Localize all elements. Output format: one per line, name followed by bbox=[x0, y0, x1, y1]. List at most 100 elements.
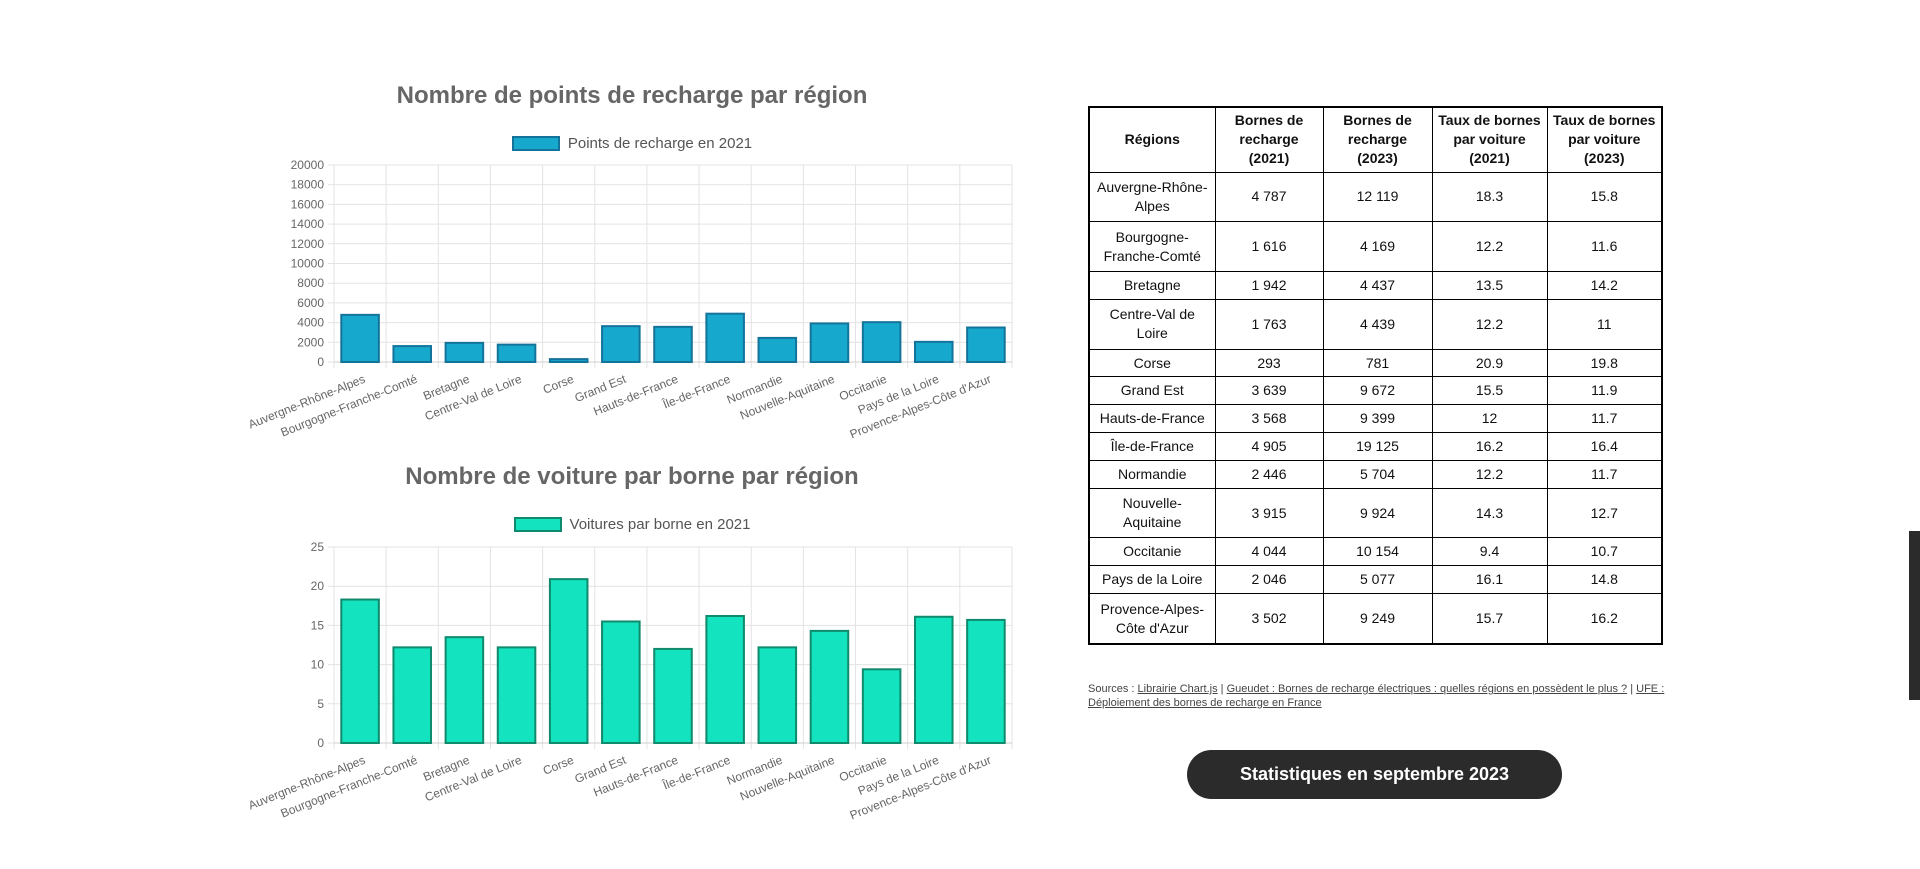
table-row: Auvergne-Rhône-Alpes 4 787 12 119 18.3 15.8 bbox=[1088, 171, 1663, 223]
value-cell: 11 bbox=[1546, 298, 1663, 350]
recharge-chart-legend[interactable]: Points de recharge en 2021 bbox=[252, 135, 1012, 152]
value-cell: 4 439 bbox=[1322, 298, 1433, 350]
value-cell: 11.6 bbox=[1546, 221, 1663, 273]
bar-bourgogne-franche-comt-[interactable] bbox=[392, 345, 433, 363]
value-cell: 1 763 bbox=[1214, 298, 1324, 350]
table-row: Île-de-France 4 905 19 125 16.2 16.4 bbox=[1088, 432, 1663, 461]
value-cell: 3 639 bbox=[1214, 376, 1324, 406]
table-row: Bretagne 1 942 4 437 13.5 14.2 bbox=[1088, 271, 1663, 300]
value-cell: 293 bbox=[1214, 348, 1324, 378]
bar-auvergne-rh-ne-alpes[interactable] bbox=[340, 598, 380, 745]
bar--le-de-france[interactable] bbox=[705, 614, 745, 745]
value-cell: 9 672 bbox=[1322, 376, 1433, 406]
voitures-chart-title: Nombre de voiture par borne par région bbox=[405, 463, 859, 490]
table-row: Bourgogne-Franche-Comté 1 616 4 169 12.2 11.… bbox=[1088, 221, 1663, 273]
value-cell: 9 249 bbox=[1322, 593, 1433, 645]
table-row: Provence-Alpes-Côte d'Azur 3 502 9 249 15.7… bbox=[1088, 593, 1663, 645]
bar-bourgogne-franche-comt-[interactable] bbox=[392, 646, 433, 744]
bar-corse[interactable] bbox=[548, 578, 589, 744]
bar-nouvelle-aquitaine[interactable] bbox=[809, 629, 850, 744]
value-cell: 5 704 bbox=[1322, 459, 1433, 489]
sources-separator: | bbox=[1217, 683, 1227, 695]
value-cell: 11.7 bbox=[1546, 459, 1663, 489]
region-cell: Corse bbox=[1088, 348, 1216, 378]
value-cell: 9 924 bbox=[1322, 487, 1433, 539]
voitures-chart-legend[interactable]: Voitures par borne en 2021 bbox=[252, 516, 1012, 533]
y-tick-label: 14000 bbox=[291, 217, 325, 231]
value-cell: 9 399 bbox=[1322, 404, 1433, 434]
value-cell: 12.2 bbox=[1431, 221, 1548, 273]
x-tick-label: Corse bbox=[541, 753, 576, 778]
table-row: Occitanie 4 044 10 154 9.4 10.7 bbox=[1088, 537, 1663, 567]
value-cell: 2 046 bbox=[1214, 565, 1324, 595]
side-tab[interactable] bbox=[1909, 531, 1920, 700]
bar-provence-alpes-c-te-d-azur[interactable] bbox=[966, 618, 1006, 744]
bar-hauts-de-france[interactable] bbox=[653, 647, 693, 744]
value-cell: 18.3 bbox=[1431, 171, 1548, 223]
bar-provence-alpes-c-te-d-azur[interactable] bbox=[966, 326, 1006, 364]
sources-prefix: Sources : bbox=[1088, 683, 1138, 695]
value-cell: 4 437 bbox=[1322, 271, 1433, 300]
column-header: Taux de bornes par voiture (2023) bbox=[1546, 106, 1663, 173]
bar-bretagne[interactable] bbox=[444, 636, 485, 744]
value-cell: 10.7 bbox=[1546, 537, 1663, 567]
value-cell: 1 942 bbox=[1214, 271, 1324, 300]
value-cell: 15.7 bbox=[1431, 593, 1548, 645]
y-tick-label: 2000 bbox=[297, 335, 324, 349]
source-link[interactable]: Librairie Chart.js bbox=[1137, 683, 1218, 695]
y-tick-label: 4000 bbox=[297, 316, 324, 330]
value-cell: 5 077 bbox=[1322, 565, 1433, 595]
bar-pays-de-la-loire[interactable] bbox=[913, 615, 954, 744]
source-link[interactable]: UFE : Déploiement des bornes de recharge… bbox=[1088, 683, 1665, 709]
value-cell: 15.5 bbox=[1431, 376, 1548, 406]
value-cell: 20.9 bbox=[1431, 348, 1548, 378]
y-tick-label: 12000 bbox=[291, 237, 325, 251]
value-cell: 9.4 bbox=[1431, 537, 1548, 567]
y-tick-label: 5 bbox=[317, 697, 324, 711]
value-cell: 13.5 bbox=[1431, 271, 1548, 300]
bar-auvergne-rh-ne-alpes[interactable] bbox=[340, 313, 380, 364]
bar-occitanie[interactable] bbox=[861, 321, 902, 363]
region-cell: Pays de la Loire bbox=[1088, 565, 1216, 595]
region-cell: Normandie bbox=[1088, 459, 1216, 489]
bar-centre-val-de-loire[interactable] bbox=[496, 343, 537, 364]
bar-bretagne[interactable] bbox=[444, 341, 485, 364]
region-cell: Île-de-France bbox=[1088, 432, 1216, 461]
bar-normandie[interactable] bbox=[757, 336, 798, 363]
sources-note: Sources : Librairie Chart.js | Gueudet :… bbox=[1088, 682, 1668, 710]
y-tick-label: 10000 bbox=[291, 257, 325, 271]
bar-grand-est[interactable] bbox=[601, 620, 641, 744]
value-cell: 11.9 bbox=[1546, 376, 1663, 406]
bar-nouvelle-aquitaine[interactable] bbox=[809, 322, 850, 364]
y-tick-label: 16000 bbox=[291, 197, 325, 211]
y-tick-label: 18000 bbox=[291, 178, 325, 192]
value-cell: 2 446 bbox=[1214, 459, 1324, 489]
y-tick-label: 20 bbox=[311, 579, 325, 593]
value-cell: 4 905 bbox=[1214, 432, 1324, 461]
table-header-row: Régions Bornes de recharge (2021) Bornes d… bbox=[1088, 106, 1663, 173]
bar-corse[interactable] bbox=[548, 358, 589, 364]
region-cell: Auvergne-Rhône-Alpes bbox=[1088, 171, 1216, 223]
region-cell: Centre-Val de Loire bbox=[1088, 298, 1216, 350]
source-link[interactable]: Gueudet : Bornes de recharge électriques… bbox=[1226, 683, 1628, 695]
table-row: Hauts-de-France 3 568 9 399 12 11.7 bbox=[1088, 404, 1663, 434]
table-row: Centre-Val de Loire 1 763 4 439 12.2 11 bbox=[1088, 298, 1663, 350]
statistics-september-2023-button[interactable]: Statistiques en septembre 2023 bbox=[1187, 750, 1562, 799]
bar-centre-val-de-loire[interactable] bbox=[496, 646, 537, 744]
value-cell: 3 502 bbox=[1214, 593, 1324, 645]
bar-occitanie[interactable] bbox=[861, 668, 902, 745]
legend-swatch bbox=[513, 517, 562, 532]
bar-hauts-de-france[interactable] bbox=[653, 325, 693, 363]
value-cell: 10 154 bbox=[1322, 537, 1433, 567]
bar-grand-est[interactable] bbox=[601, 325, 641, 364]
bar--le-de-france[interactable] bbox=[705, 312, 745, 364]
y-tick-label: 20000 bbox=[291, 158, 325, 172]
sources-separator: | bbox=[1627, 683, 1637, 695]
table-row: Corse 293 781 20.9 19.8 bbox=[1088, 348, 1663, 378]
column-header: Bornes de recharge (2023) bbox=[1322, 106, 1433, 173]
legend-label: Voitures par borne en 2021 bbox=[569, 516, 751, 533]
region-cell: Hauts-de-France bbox=[1088, 404, 1216, 434]
value-cell: 14.8 bbox=[1546, 565, 1663, 595]
bar-normandie[interactable] bbox=[757, 646, 798, 744]
bar-pays-de-la-loire[interactable] bbox=[913, 340, 954, 363]
